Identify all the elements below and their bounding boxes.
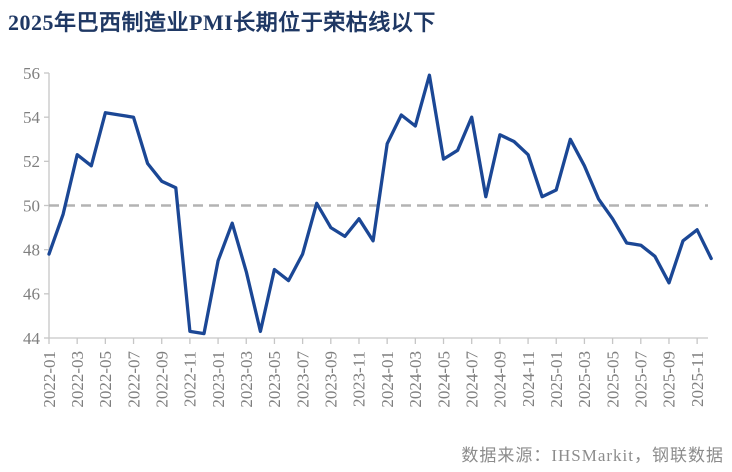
y-tick-label: 46 (23, 285, 40, 304)
x-tick-label: 2023-01 (209, 351, 228, 408)
x-tick-label: 2023-07 (293, 351, 312, 408)
y-tick-label: 52 (23, 152, 40, 171)
x-tick-label: 2025-11 (688, 351, 707, 407)
x-tick-label: 2022-01 (40, 351, 59, 408)
y-tick-label: 50 (23, 196, 40, 215)
x-tick-label: 2024-05 (434, 351, 453, 408)
x-tick-label: 2022-11 (181, 351, 200, 407)
x-tick-label: 2022-03 (68, 351, 87, 408)
x-tick-label: 2023-05 (265, 351, 284, 408)
y-tick-label: 56 (23, 64, 40, 83)
x-axis: 2022-01 2022-03 2022-05 2022-07 2022-09 2022-… (40, 337, 708, 408)
x-tick-label: 2024-09 (491, 351, 510, 408)
y-tick-label: 48 (23, 240, 40, 259)
x-tick-label: 2025-01 (547, 351, 566, 408)
x-tick-label: 2024-07 (462, 351, 481, 408)
x-tick-label: 2025-05 (603, 351, 622, 408)
x-tick-label: 2023-03 (237, 351, 256, 408)
x-tick-label: 2025-09 (660, 351, 679, 408)
pmi-series-line (47, 73, 713, 336)
chart-title: 2025年巴西制造业PMI长期位于荣枯线以下 (8, 10, 436, 35)
y-axis: 44 46 48 50 52 54 56 (23, 64, 50, 348)
y-tick-label: 54 (23, 108, 41, 127)
data-source-note: 数据来源：IHSMarkit，钢联数据 (461, 446, 724, 465)
x-tick-label: 2023-09 (322, 351, 341, 408)
x-tick-label: 2023-11 (350, 351, 369, 407)
x-tick-label: 2022-07 (124, 351, 143, 408)
x-tick-label: 2022-05 (96, 351, 115, 408)
x-tick-label: 2024-03 (406, 351, 425, 408)
x-tick-label: 2024-11 (519, 351, 538, 407)
y-tick-label: 44 (23, 329, 41, 348)
x-tick-label: 2022-09 (153, 351, 172, 408)
x-tick-label: 2025-07 (632, 351, 651, 408)
x-tick-label: 2024-01 (378, 351, 397, 408)
x-tick-label: 2025-03 (575, 351, 594, 408)
